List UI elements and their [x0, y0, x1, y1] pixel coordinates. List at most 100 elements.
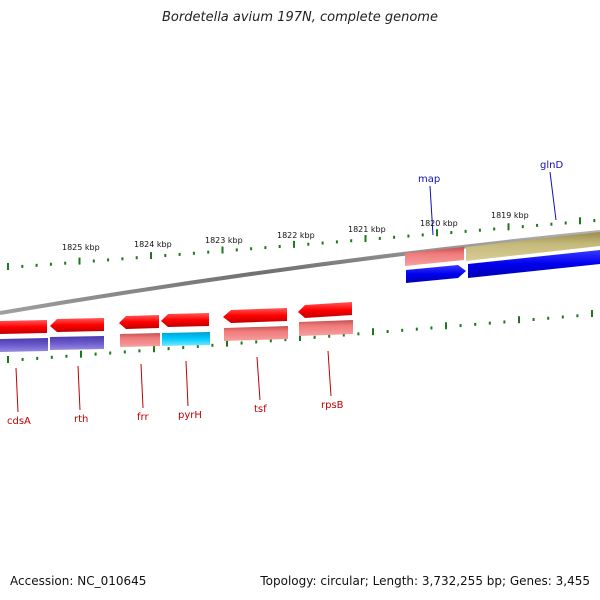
scale-tick-minor [167, 347, 170, 351]
gene-feature-red [50, 318, 104, 332]
gene-feature-blue-map [406, 265, 466, 283]
scale-tick-minor [264, 246, 267, 250]
gene-feature-purple [50, 336, 104, 350]
scale-tick-minor [255, 340, 258, 344]
scale-ticks-upper [7, 217, 596, 270]
scale-tick-minor [378, 236, 381, 240]
scale-tick-minor [430, 326, 433, 330]
scale-tick-major [80, 350, 82, 358]
scale-tick-minor [121, 257, 124, 261]
scale-tick-minor [307, 242, 310, 246]
scale-tick-minor [488, 321, 491, 325]
gene-feature-red [161, 313, 209, 327]
gene-feature-pink [120, 333, 160, 347]
scale-tick-minor [536, 223, 539, 227]
scale-tick-minor [547, 316, 550, 320]
gene-feature-red [119, 315, 159, 329]
gene-feature-purple [0, 338, 48, 352]
scale-tick-major [226, 339, 228, 347]
gene-label-pyrH: pyrH [178, 410, 202, 421]
scale-tick-minor [393, 235, 396, 239]
gene-label-frr: frr [137, 412, 149, 423]
scale-tick-minor [36, 356, 39, 360]
gene-leader-lines [15, 171, 557, 413]
scale-tick-minor [503, 320, 506, 324]
scale-tick-major [299, 333, 301, 341]
scale-tick-minor [35, 263, 38, 267]
scale-tick-minor [532, 317, 535, 321]
scale-tick-minor [464, 229, 467, 233]
scale-tick-minor [342, 333, 345, 337]
scale-tick-major [78, 257, 81, 265]
gene-feature-pink [299, 320, 353, 336]
gene-label-cdsA: cdsA [7, 416, 31, 427]
scale-labels: 1825 kbp 1824 kbp 1823 kbp 1822 kbp 1821… [62, 211, 529, 252]
scale-tick-minor [284, 338, 287, 342]
scale-ticks-lower [7, 310, 593, 363]
scale-tick-minor [21, 264, 24, 268]
scale-tick-minor [235, 248, 238, 252]
scale-tick-minor [474, 322, 477, 326]
scale-tick-minor [550, 222, 553, 226]
scale-tick-minor [350, 239, 353, 243]
gene-feature-red [298, 302, 352, 318]
scale-tick-minor [50, 355, 53, 359]
reverse-strand-features [0, 302, 353, 352]
scale-tick-minor [65, 354, 68, 358]
gene-feature-pink [405, 247, 464, 266]
scale-tick-minor [109, 351, 112, 355]
scale-tick-major [436, 229, 438, 237]
scale-tick-minor [407, 234, 410, 238]
scale-label: 1822 kbp [277, 231, 315, 240]
scale-tick-minor [459, 324, 462, 328]
scale-label: 1825 kbp [62, 243, 100, 252]
scale-tick-minor [240, 341, 243, 345]
scale-label: 1820 kbp [420, 219, 458, 228]
scale-tick-major [372, 328, 374, 336]
scale-tick-minor [94, 352, 97, 356]
scale-label: 1821 kbp [348, 225, 386, 234]
scale-tick-minor [178, 252, 181, 256]
scale-tick-minor [576, 314, 579, 318]
scale-label: 1819 kbp [491, 211, 529, 220]
scale-tick-minor [386, 330, 389, 334]
scale-tick-minor [561, 315, 564, 319]
scale-tick-major [591, 310, 593, 318]
scale-tick-minor [196, 344, 199, 348]
map-title: Bordetella avium 197N, complete genome [162, 10, 438, 25]
scale-tick-minor [192, 251, 195, 255]
scale-tick-major [150, 252, 152, 260]
forward-strand-features [405, 232, 600, 283]
scale-tick-minor [138, 349, 141, 353]
gene-label-rpsB: rpsB [321, 400, 344, 411]
scale-tick-minor [269, 339, 272, 343]
scale-tick-minor [357, 332, 360, 336]
scale-tick-minor [207, 250, 210, 254]
scale-tick-minor [421, 233, 424, 237]
scale-tick-minor [211, 343, 214, 347]
genome-backbone [0, 230, 600, 315]
scale-tick-minor [182, 346, 185, 350]
scale-tick-minor [64, 261, 67, 265]
scale-tick-minor [493, 227, 496, 231]
gene-feature-olive [466, 232, 600, 261]
scale-tick-minor [107, 258, 110, 262]
scale-tick-major [7, 263, 9, 270]
gene-labels: map glnD cdsA rth frr pyrH tsf rpsB [7, 160, 563, 427]
gene-feature-red [223, 308, 287, 323]
scale-tick-major [445, 322, 447, 330]
scale-tick-minor [313, 335, 316, 339]
scale-label: 1823 kbp [205, 236, 243, 245]
scale-tick-minor [21, 357, 24, 361]
scale-tick-minor [521, 225, 524, 229]
scale-tick-minor [335, 240, 338, 244]
gene-label-rth: rth [74, 414, 88, 425]
gene-feature-pink [224, 326, 288, 341]
scale-tick-minor [450, 231, 453, 235]
gene-feature-cyan [162, 332, 210, 346]
gene-label-glnD: glnD [540, 160, 563, 171]
scale-tick-minor [164, 253, 167, 257]
scale-tick-major [364, 235, 367, 243]
